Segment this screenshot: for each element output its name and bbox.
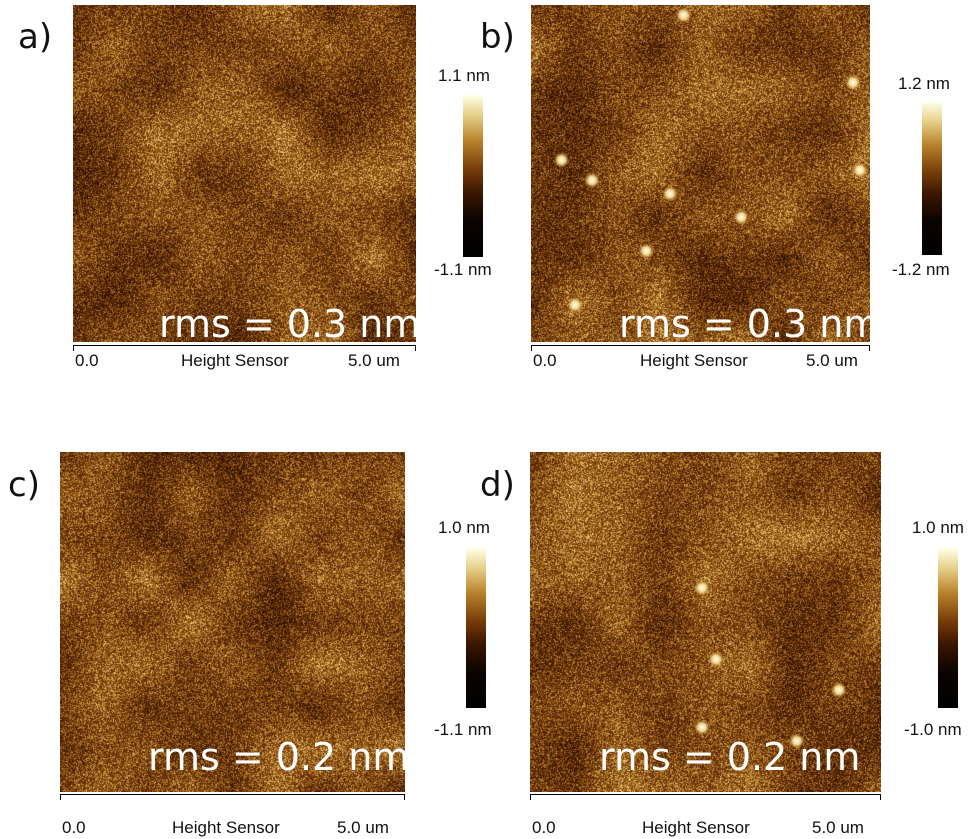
x-axis-title: Height Sensor [181, 351, 289, 370]
x-axis-min-label: 0.0 [532, 818, 556, 837]
colorbar-min-label: -1.2 nm [892, 260, 950, 279]
x-axis-max-label: 5.0 um [337, 818, 389, 837]
afm-image-canvas [73, 5, 416, 342]
x-axis-title: Height Sensor [172, 818, 280, 837]
rms-label: rms = 0.3 nm [619, 302, 870, 342]
afm-image-canvas [531, 5, 870, 342]
x-axis-title: Height Sensor [642, 818, 750, 837]
x-axis-tick [415, 345, 416, 351]
rms-label: rms = 0.3 nm [159, 302, 416, 342]
x-axis-line [531, 345, 870, 346]
afm-height-image: rms = 0.2 nm [60, 452, 405, 792]
x-axis-tick [404, 794, 405, 800]
x-axis-tick [880, 794, 881, 800]
panel-label: b) [480, 17, 515, 57]
colorbar [463, 95, 483, 257]
afm-height-image: rms = 0.3 nm [73, 5, 416, 342]
colorbar-max-label: 1.0 nm [438, 518, 490, 537]
colorbar-min-label: -1.1 nm [434, 260, 492, 279]
colorbar-max-label: 1.0 nm [912, 518, 964, 537]
colorbar-max-label: 1.1 nm [438, 66, 490, 85]
x-axis-tick [869, 345, 870, 351]
afm-height-image: rms = 0.3 nm [531, 5, 870, 342]
x-axis-line [530, 794, 881, 795]
colorbar-max-label: 1.2 nm [898, 74, 950, 93]
x-axis-max-label: 5.0 um [812, 818, 864, 837]
afm-image-canvas [530, 452, 881, 792]
x-axis-line [60, 794, 405, 795]
x-axis-title: Height Sensor [640, 351, 748, 370]
x-axis-tick [73, 345, 74, 351]
x-axis-min-label: 0.0 [62, 818, 86, 837]
x-axis-min-label: 0.0 [75, 351, 99, 370]
colorbar-min-label: -1.1 nm [434, 720, 492, 739]
x-axis-tick [60, 794, 61, 800]
x-axis-max-label: 5.0 um [348, 351, 400, 370]
afm-height-image: rms = 0.2 nm [530, 452, 881, 792]
x-axis-min-label: 0.0 [533, 351, 557, 370]
colorbar-min-label: -1.0 nm [904, 720, 962, 739]
rms-label: rms = 0.2 nm [599, 735, 861, 779]
x-axis-tick [531, 345, 532, 351]
panel-label: a) [18, 17, 53, 57]
afm-image-canvas [60, 452, 405, 792]
rms-label: rms = 0.2 nm [148, 735, 405, 779]
colorbar [922, 102, 942, 255]
panel-label: d) [480, 465, 515, 505]
x-axis-line [73, 345, 416, 346]
x-axis-tick [530, 794, 531, 800]
colorbar [938, 548, 958, 708]
panel-label: c) [8, 465, 40, 505]
x-axis-max-label: 5.0 um [806, 351, 858, 370]
colorbar [466, 548, 486, 708]
